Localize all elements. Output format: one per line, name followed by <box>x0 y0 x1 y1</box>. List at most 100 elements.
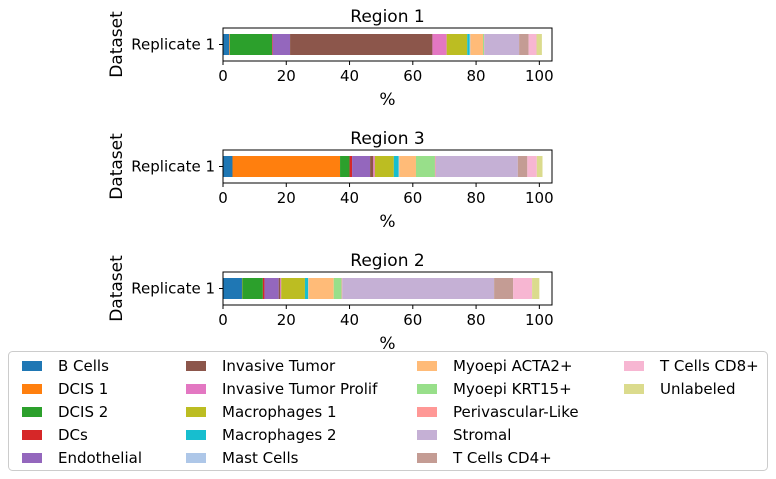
legend-swatch-myoepi-krt15- <box>417 384 437 394</box>
y-tick-label: Replicate 1 <box>131 280 215 298</box>
legend-swatch-mast-cells <box>186 453 206 463</box>
x-tick-label: 80 <box>467 189 486 207</box>
legend-swatch-b-cells <box>22 361 42 371</box>
x-tick-label: 40 <box>340 67 359 85</box>
panel-title: Region 2 <box>350 251 424 271</box>
bar-segment-myoepi-krt15- <box>333 278 342 299</box>
bar-segment-unlabeled <box>536 34 542 55</box>
x-tick-label: 20 <box>277 311 296 329</box>
bar-segment-dcs <box>262 278 265 299</box>
legend-swatch-myoepi-acta2- <box>417 361 437 371</box>
bar-segment-b-cells <box>223 278 242 299</box>
legend-swatch-dcis-2 <box>22 407 42 417</box>
x-tick-label: 0 <box>218 189 228 207</box>
bar-segment-myoepi-acta2- <box>470 34 484 55</box>
legend-label-mast-cells: Mast Cells <box>222 449 299 467</box>
bar-segment-perivascular-like <box>434 156 436 177</box>
legend-swatch-invasive-tumor-prolif <box>186 384 206 394</box>
bar-segment-myoepi-krt15- <box>415 156 435 177</box>
bar-segment-dcs <box>272 34 273 55</box>
bar-segment-macrophages-1 <box>374 156 394 177</box>
legend-swatch-t-cells-cd8- <box>624 361 644 371</box>
x-tick-label: 0 <box>218 311 228 329</box>
legend-label-macrophages-1: Macrophages 1 <box>222 403 337 421</box>
x-tick-label: 80 <box>467 311 486 329</box>
legend-label-myoepi-krt15-: Myoepi KRT15+ <box>453 380 572 398</box>
legend-box <box>8 351 768 471</box>
bar-segment-dcis-2 <box>229 34 273 55</box>
y-tick-label: Replicate 1 <box>131 36 215 54</box>
bar-segment-stromal <box>484 34 520 55</box>
bar-segment-endothelial <box>272 34 291 55</box>
bar-segment-t-cells-cd4- <box>517 156 528 177</box>
legend-label-perivascular-like: Perivascular-Like <box>453 403 579 421</box>
x-axis-label: % <box>379 90 395 110</box>
x-axis-label: % <box>379 212 395 232</box>
y-axis-label: Dataset <box>107 255 127 322</box>
bar-segment-macrophages-2 <box>467 34 470 55</box>
legend-label-b-cells: B Cells <box>58 357 109 375</box>
y-axis-label: Dataset <box>107 11 127 78</box>
bar-segment-macrophages-1 <box>281 278 305 299</box>
bar-segment-dcs <box>349 156 353 177</box>
legend-swatch-invasive-tumor <box>186 361 206 371</box>
bar-segment-macrophages-2 <box>393 156 399 177</box>
bar-segment-stromal <box>342 278 495 299</box>
x-tick-label: 60 <box>403 189 422 207</box>
bar-segment-b-cells <box>223 156 233 177</box>
legend-label-myoepi-acta2-: Myoepi ACTA2+ <box>453 357 573 375</box>
legend-swatch-macrophages-1 <box>186 407 206 417</box>
legend-label-t-cells-cd8-: T Cells CD8+ <box>659 357 759 375</box>
legend-swatch-dcis-1 <box>22 384 42 394</box>
legend-swatch-macrophages-2 <box>186 430 206 440</box>
bar-segment-dcis-2 <box>340 156 350 177</box>
y-tick-label: Replicate 1 <box>131 158 215 176</box>
legend: B Cells DCIS 1 DCIS 2 DCs Endothelial Invasiv… <box>8 351 768 471</box>
legend-swatch-unlabeled <box>624 384 644 394</box>
bar-segment-t-cells-cd8- <box>527 156 537 177</box>
x-tick-label: 40 <box>340 311 359 329</box>
bar-segment-macrophages-2 <box>304 278 309 299</box>
x-tick-label: 100 <box>525 311 554 329</box>
bar-segment-myoepi-acta2- <box>308 278 334 299</box>
bar-segment-endothelial <box>264 278 279 299</box>
x-tick-label: 40 <box>340 189 359 207</box>
bar-segment-invasive-tumor-prolif <box>373 156 375 177</box>
legend-label-invasive-tumor: Invasive Tumor <box>222 357 336 375</box>
bar-segment-perivascular-like <box>341 278 343 299</box>
bar-segment-macrophages-1 <box>446 34 468 55</box>
legend-swatch-dcs <box>22 430 42 440</box>
bar-segment-invasive-tumor <box>278 278 281 299</box>
legend-label-endothelial: Endothelial <box>58 449 142 467</box>
legend-label-macrophages-2: Macrophages 2 <box>222 426 337 444</box>
x-tick-label: 60 <box>403 311 422 329</box>
bar-segment-t-cells-cd8- <box>513 278 533 299</box>
legend-label-invasive-tumor-prolif: Invasive Tumor Prolif <box>222 380 378 398</box>
x-tick-label: 100 <box>525 67 554 85</box>
legend-label-unlabeled: Unlabeled <box>660 380 736 398</box>
legend-label-t-cells-cd4-: T Cells CD4+ <box>452 449 552 467</box>
bar-segment-mast-cells <box>469 34 471 55</box>
bar-segment-t-cells-cd8- <box>528 34 537 55</box>
legend-swatch-stromal <box>417 430 437 440</box>
bar-segment-invasive-tumor-prolif <box>280 278 282 299</box>
bar-segment-unlabeled <box>536 156 543 177</box>
legend-label-stromal: Stromal <box>453 426 511 444</box>
bar-segment-dcis-2 <box>242 278 263 299</box>
legend-label-dcs: DCs <box>58 426 88 444</box>
x-axis-label: % <box>379 334 395 354</box>
legend-swatch-perivascular-like <box>417 407 437 417</box>
bar-segment-dcis-1 <box>229 34 230 55</box>
x-tick-label: 0 <box>218 67 228 85</box>
bar-segment-dcis-1 <box>232 156 341 177</box>
y-axis-label: Dataset <box>107 133 127 200</box>
bar-segment-myoepi-acta2- <box>399 156 416 177</box>
bar-segment-myoepi-krt15- <box>483 34 484 55</box>
bar-segment-stromal <box>435 156 518 177</box>
bar-segment-mast-cells <box>398 156 400 177</box>
